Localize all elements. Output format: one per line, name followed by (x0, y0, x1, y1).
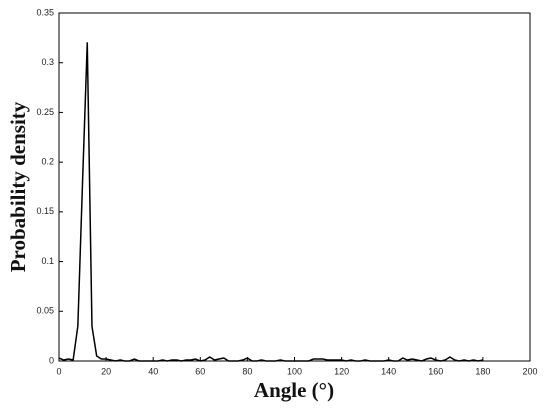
y-tick-label: 0.05 (36, 306, 54, 316)
y-tick-label: 0.15 (36, 206, 54, 216)
x-tick-label: 120 (334, 366, 349, 376)
x-tick-label: 180 (475, 366, 490, 376)
y-tick-label: 0.25 (36, 107, 54, 117)
x-tick-label: 160 (428, 366, 443, 376)
x-tick-label: 20 (101, 366, 111, 376)
y-tick-label: 0.3 (41, 57, 54, 67)
x-tick-label: 0 (56, 366, 61, 376)
x-tick-label: 60 (195, 366, 205, 376)
data-line (58, 42, 484, 362)
y-tick-label: 0 (49, 355, 54, 365)
x-tick-label: 80 (242, 366, 252, 376)
x-tick-label: 140 (381, 366, 396, 376)
x-axis-title: Angle (°) (254, 378, 334, 402)
x-tick-label: 200 (522, 366, 537, 376)
plot-frame (58, 12, 531, 362)
y-tick-label: 0.2 (41, 157, 54, 167)
y-tick-label: 0.35 (36, 7, 54, 17)
x-tick-label: 40 (148, 366, 158, 376)
x-tick-label: 100 (287, 366, 302, 376)
y-tick-label: 0.1 (41, 256, 54, 266)
y-axis-title: Probability density (6, 101, 30, 272)
